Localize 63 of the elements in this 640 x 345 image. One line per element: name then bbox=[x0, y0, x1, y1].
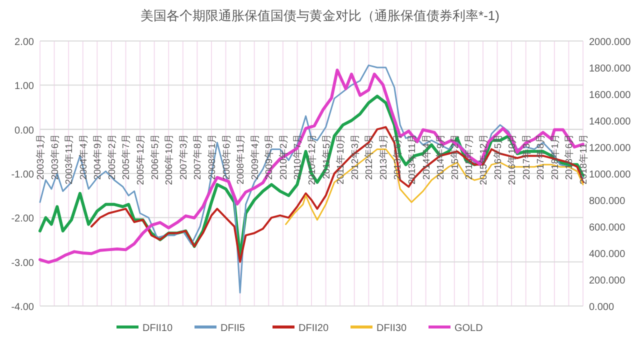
y2-tick-label: 0.000 bbox=[589, 302, 614, 313]
chart-title: 美国各个期限通胀保值国债与黄金对比（通胀保值债券利率*-1) bbox=[140, 8, 500, 23]
x-tick-label: 2009年4月 bbox=[248, 133, 261, 180]
x-tick-label: 2018年1月 bbox=[548, 133, 561, 180]
x-tick-label: 2011年10月 bbox=[334, 133, 347, 184]
x-tick-label: 2012年8月 bbox=[363, 133, 376, 180]
x-tick-label: 2005年12月 bbox=[134, 133, 147, 186]
y-tick-label: 1.00 bbox=[14, 81, 34, 92]
y2-tick-label: 400.000 bbox=[589, 249, 626, 260]
x-tick-label: 2015年2月 bbox=[448, 133, 461, 180]
x-tick-label: 2014年4月 bbox=[420, 133, 432, 180]
x-tick-label: 2010年12月 bbox=[306, 133, 318, 186]
y2-tick-label: 1200.000 bbox=[589, 143, 632, 154]
x-tick-label: 2007年8月 bbox=[192, 133, 204, 180]
y2-tick-label: 1800.000 bbox=[589, 64, 632, 74]
y2-tick-label: 1400.000 bbox=[589, 116, 632, 128]
x-tick-label: 2010年7月 bbox=[292, 133, 304, 180]
x-tick-label: 2011年5月 bbox=[320, 133, 332, 180]
x-tick-label: 2003年1月 bbox=[34, 133, 46, 180]
legend-label: DFII10 bbox=[142, 323, 173, 334]
y-tick-label: 0.00 bbox=[14, 125, 34, 136]
x-tick-label: 2013年1月 bbox=[377, 133, 390, 180]
y2-tick-label: 1000.000 bbox=[589, 170, 632, 180]
x-tick-label: 2008年11月 bbox=[234, 133, 247, 184]
y2-tick-label: 600.000 bbox=[589, 222, 626, 234]
x-tick-label: 2007年3月 bbox=[177, 133, 190, 180]
x-tick-label: 2004年9月 bbox=[92, 133, 104, 180]
x-tick-label: 2012年3月 bbox=[348, 133, 361, 180]
x-tick-label: 2004年4月 bbox=[77, 133, 90, 180]
x-tick-label: 2013年6月 bbox=[392, 133, 404, 180]
y-tick-label: -4.00 bbox=[11, 302, 34, 313]
x-tick-label: 2015年7月 bbox=[463, 133, 476, 180]
y-tick-label: -3.00 bbox=[11, 258, 34, 269]
x-tick-label: 2017年8月 bbox=[534, 133, 547, 180]
x-tick-label: 2008年6月 bbox=[220, 133, 232, 180]
x-tick-label: 2014年9月 bbox=[434, 133, 447, 180]
legend-label: DFII20 bbox=[298, 323, 329, 334]
x-tick-label: 2005年7月 bbox=[120, 133, 132, 180]
x-tick-label: 2008年1月 bbox=[206, 133, 218, 180]
x-tick-label: 2006年10月 bbox=[163, 133, 176, 186]
x-tick-label: 2015年12月 bbox=[477, 133, 490, 186]
y2-tick-label: 800.000 bbox=[589, 196, 626, 207]
y2-tick-label: 200.000 bbox=[589, 276, 626, 286]
y2-tick-label: 2000.000 bbox=[589, 37, 632, 48]
y-tick-label: 2.00 bbox=[14, 37, 34, 48]
x-tick-label: 2017年3月 bbox=[520, 133, 532, 180]
legend-label: GOLD bbox=[454, 323, 483, 334]
x-tick-label: 2013年11月 bbox=[406, 133, 418, 184]
x-tick-label: 2006年5月 bbox=[148, 133, 161, 180]
x-tick-label: 2003年6月 bbox=[48, 133, 61, 180]
x-tick-label: 2016年10月 bbox=[506, 133, 518, 186]
legend-label: DFII30 bbox=[376, 323, 407, 334]
x-tick-label: 2016年5月 bbox=[492, 133, 504, 180]
x-tick-label: 2010年2月 bbox=[277, 133, 290, 180]
x-tick-label: 2009年9月 bbox=[263, 133, 276, 180]
legend-label: DFII5 bbox=[220, 323, 246, 334]
x-tick-label: 2018年11月 bbox=[578, 133, 590, 184]
y2-tick-label: 1600.000 bbox=[589, 90, 632, 101]
y-tick-label: -1.00 bbox=[11, 170, 34, 180]
x-tick-label: 2005年2月 bbox=[106, 133, 118, 180]
x-tick-label: 2003年11月 bbox=[63, 133, 76, 184]
x-tick-label: 2018年6月 bbox=[563, 133, 576, 180]
y-tick-label: -2.00 bbox=[11, 214, 34, 225]
